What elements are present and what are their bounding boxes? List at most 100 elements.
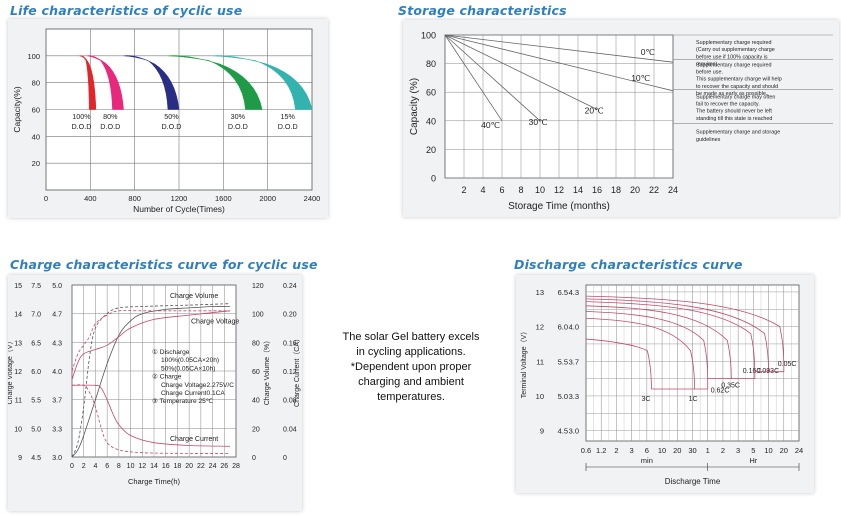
y-tick-12v: 10: [536, 392, 544, 401]
note-line: in cycling applications.: [356, 346, 466, 358]
y-tick-label: 40: [426, 116, 436, 126]
discharge-chart: 4.59 3.05.010 3.35.511 3.76.012 4.06.513 4.3T…: [520, 284, 803, 486]
band-note-line: fail to recover the capacity.: [696, 102, 760, 108]
discharge-curve-0: [585, 338, 652, 390]
y-tick-4v: 3.0: [569, 427, 579, 436]
band-label: 100%: [72, 112, 91, 121]
charge-series-5: [71, 384, 231, 454]
legend-line: 100%(0.05CA×20h): [161, 357, 219, 364]
left-axis-tick: 4.7: [52, 312, 62, 319]
x-axis-label: Number of Cycle(Times): [133, 204, 225, 214]
current-axis-tick: 0: [283, 455, 287, 462]
band-label: D.O.D: [228, 122, 248, 131]
life-chart: 20 40 60 80 100 0 400 800 1200 1600 2000 2400 Number…: [12, 28, 321, 214]
band-note-line: to recover the capacity and should: [696, 84, 778, 90]
y-tick-4v: 3.7: [569, 357, 579, 366]
left-axis-tick: 4.0: [52, 369, 62, 376]
y-tick-label: 0: [431, 174, 436, 184]
y-tick-12v: 12: [536, 323, 544, 332]
y-tick-label: 20: [32, 159, 40, 168]
x-tick-label: 2400: [304, 194, 321, 203]
band-note-line: This supplementary charge will help: [696, 77, 782, 83]
charge-series-4: [71, 384, 231, 447]
discharge-rate-label: 0.62C: [711, 387, 730, 394]
x-tick-label: 10: [658, 446, 666, 455]
x-tick-label: 2: [721, 446, 725, 455]
gel-battery-note: The solar Gel battery excels in cycling …: [336, 330, 486, 405]
left-axis-tick: 9: [18, 455, 22, 462]
life-band-0: [78, 55, 97, 110]
band-label: D.O.D: [278, 122, 298, 131]
band-label: D.O.D: [161, 122, 181, 131]
x-tick-label: 6: [499, 185, 504, 195]
y-tick-4v: 4.3: [569, 288, 579, 297]
x-tick-label: 20: [630, 185, 640, 195]
left-axis-tick: 3.0: [52, 455, 62, 462]
right-axis-label: Charge Volume（%）: [263, 337, 271, 405]
left-axis-tick: 10: [14, 426, 22, 433]
left-axis-tick: 5.0: [31, 426, 41, 433]
y-tick-label: 60: [426, 88, 436, 98]
x-tick-label: 6: [105, 463, 109, 470]
x-tick-label: 22: [197, 463, 205, 470]
band-label: 15%: [280, 112, 295, 121]
left-axis-tick: 13: [14, 340, 22, 347]
discharge-curve-6: [585, 295, 785, 365]
volume-axis-tick: 20: [252, 426, 260, 433]
life-chart-title: Life characteristics of cyclic use: [10, 3, 243, 18]
x-tick-label: 1600: [215, 194, 232, 203]
charge-chart-panel: 0 2 4 6 8 10 12 14 16 18 20 22 24 26 28 Charge Time(h) 9…: [6, 275, 302, 511]
x-tick-label: 22: [649, 185, 659, 195]
y-tick-6v: 6.5: [558, 288, 568, 297]
x-tick-label: 10: [764, 446, 772, 455]
band-note-line: (Carry out supplementary charge: [696, 47, 775, 53]
left-axis-tick: 14: [14, 312, 22, 319]
band-note-line: requires): [696, 62, 717, 68]
x-tick-label: 0: [44, 194, 48, 203]
x-axis-label: Charge Time(h): [128, 477, 181, 486]
storage-chart-title: Storage characteristics: [398, 3, 567, 18]
x-tick-label: 400: [84, 194, 97, 203]
storage-series-label: 40℃: [481, 120, 500, 130]
x-tick-label: 800: [128, 194, 141, 203]
note-line: temperatures.: [377, 391, 445, 403]
volume-axis-tick: 100: [252, 312, 264, 319]
discharge-rate-label: 0.05C: [778, 361, 797, 368]
y-tick-label: 20: [426, 145, 436, 155]
left-axis-tick: 3.7: [52, 398, 62, 405]
discharge-curve-5: [585, 298, 769, 372]
x-tick-label: 3: [630, 446, 634, 455]
y-tick-6v: 6.0: [558, 323, 568, 332]
band-note-line: guidelines: [696, 137, 721, 143]
x-tick-label: 20: [185, 463, 193, 470]
x-tick-label: 10: [127, 463, 135, 470]
x-tick-label: 16: [162, 463, 170, 470]
discharge-chart-title: Discharge characteristics curve: [514, 257, 743, 272]
life-band-4: [212, 55, 313, 110]
storage-line-0: [444, 34, 674, 63]
x-tick-label: 20: [780, 446, 788, 455]
x-tick-label: 4: [480, 185, 485, 195]
y-tick-12v: 13: [536, 288, 544, 297]
left-axis-tick: 3.3: [52, 426, 62, 433]
band-note-line: be made as early as possible.: [696, 91, 767, 97]
left-axis-tick: 4.5: [31, 455, 41, 462]
band-note-line: Supplementary charge required: [696, 62, 772, 68]
y-tick-12v: 9: [540, 427, 544, 436]
band-label: 30%: [231, 112, 246, 121]
legend-line: ③ Temperature 25℃: [152, 397, 214, 405]
volume-axis-tick: 40: [252, 398, 260, 405]
charge-series-1: [71, 303, 231, 458]
left-axis-tick: 6.0: [31, 369, 41, 376]
right-axis-label: Charge Current（CA）: [293, 335, 301, 407]
left-axis-tick: 5.5: [31, 398, 41, 405]
current-axis-tick: 0.08: [283, 398, 297, 405]
left-axis-tick: 7.5: [31, 283, 41, 290]
left-axis-tick: 5.0: [52, 283, 62, 290]
volume-axis-tick: 0: [252, 455, 256, 462]
band-label: D.O.D: [100, 122, 120, 131]
storage-series-label: 20℃: [585, 106, 604, 116]
y-tick-label: 80: [426, 59, 436, 69]
discharge-rate-label: 3C: [641, 396, 650, 403]
